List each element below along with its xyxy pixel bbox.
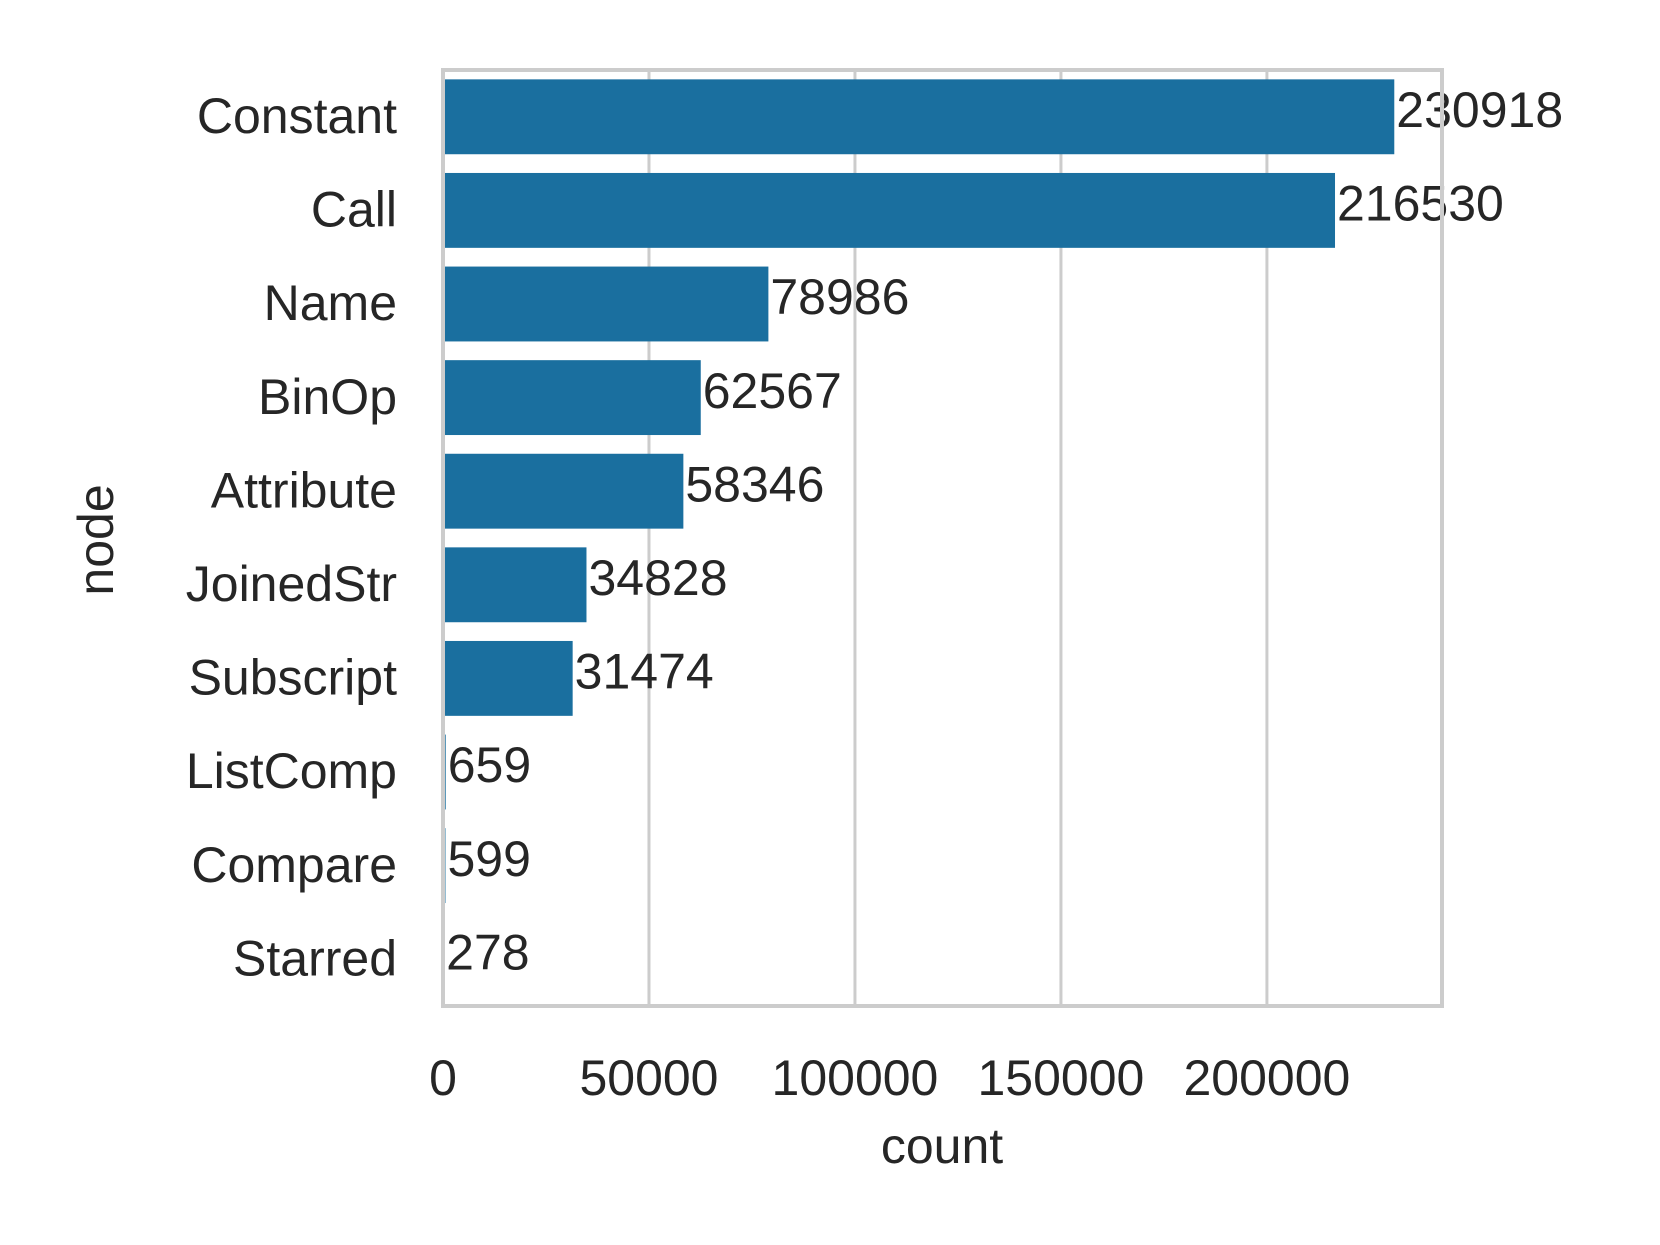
x-tick-label: 150000 [978,1050,1145,1106]
bar [443,640,573,716]
value-label: 216530 [1337,176,1504,232]
value-label: 659 [448,737,531,793]
plot-frame [441,68,1444,1008]
x-axis-label: count [881,1118,1003,1174]
value-label: 58346 [685,456,824,512]
value-label: 599 [447,831,530,887]
bar [443,266,769,342]
y-tick-label: Call [311,182,397,238]
x-tick-label: 100000 [772,1050,939,1106]
y-tick-label: Name [264,275,397,331]
bar [443,360,701,436]
value-label: 31474 [575,644,714,700]
y-tick-label: Subscript [189,650,398,706]
x-tick-label: 0 [429,1050,457,1106]
value-label: 230918 [1396,82,1563,138]
y-tick-label: Starred [233,930,397,986]
y-tick-label: Attribute [211,462,397,518]
y-tick-label: JoinedStr [186,556,397,612]
y-tick-label: Constant [197,88,397,144]
value-label: 78986 [770,269,909,325]
value-label: 62567 [703,363,842,419]
bar [443,172,1336,248]
value-label: 34828 [588,550,727,606]
bar [443,453,684,529]
y-tick-label: ListComp [186,743,397,799]
y-tick-label: Compare [191,837,397,893]
x-tick-label: 200000 [1183,1050,1350,1106]
y-axis-label: node [68,484,124,595]
bar [443,547,587,623]
value-label: 278 [446,924,529,980]
x-tick-label: 50000 [579,1050,718,1106]
y-tick-label: BinOp [258,369,397,425]
bar [443,79,1395,155]
